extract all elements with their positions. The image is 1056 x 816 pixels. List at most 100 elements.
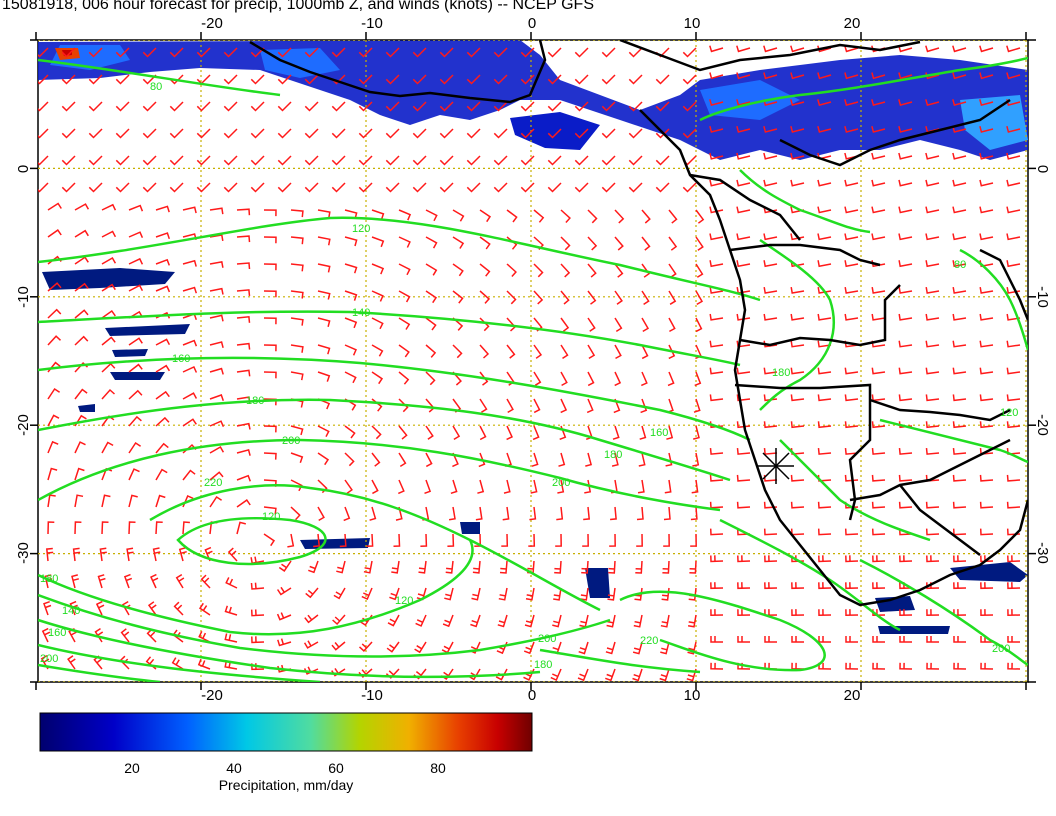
wind-barb [664, 479, 672, 494]
wind-barb [412, 155, 427, 166]
wind-barb [844, 528, 859, 536]
wind-barb [97, 574, 106, 589]
wind-barb [317, 479, 328, 494]
wind-barb [587, 263, 597, 278]
wind-barb [845, 636, 858, 643]
wind-barb [209, 261, 224, 268]
wind-barb [425, 371, 436, 386]
wind-barb [128, 415, 142, 427]
wind-barb [358, 668, 373, 678]
wind-barb [344, 317, 358, 329]
wind-barb [581, 560, 589, 574]
wind-barb [531, 452, 539, 467]
wind-barb [333, 587, 346, 600]
wind-barb [844, 286, 859, 294]
wind-barb [74, 388, 88, 400]
wind-barb [344, 344, 357, 356]
wind-barb [308, 560, 319, 574]
wind-barb [304, 101, 319, 112]
wind-barb [636, 533, 643, 547]
wind-barb [182, 392, 198, 400]
wind-barb [635, 560, 643, 574]
wind-barb [710, 555, 724, 563]
wind-barb [466, 47, 481, 58]
wind-barb [317, 425, 330, 438]
wind-barb [709, 340, 724, 348]
wind-barb [1006, 72, 1021, 80]
wind-barb [371, 425, 382, 440]
wind-barb [695, 236, 704, 251]
wind-barb [668, 263, 677, 278]
wind-barb [763, 72, 778, 80]
wind-barb [979, 313, 994, 321]
wind-barb [331, 667, 346, 677]
wind-barb [587, 371, 595, 387]
wind-barb [196, 155, 211, 166]
wind-barb [88, 182, 103, 193]
wind-barb [790, 340, 805, 348]
wind-barb [398, 209, 412, 221]
wind-barb [818, 582, 832, 590]
wind-barb [425, 236, 438, 249]
wind-barb [520, 182, 535, 193]
wind-barb [169, 155, 184, 166]
wind-barb [533, 290, 544, 305]
wind-barb [817, 45, 832, 53]
wind-barb [668, 290, 677, 305]
wind-barb [61, 128, 76, 139]
contour-label: 180 [772, 367, 790, 379]
wind-barb [385, 668, 400, 679]
wind-barb [639, 425, 647, 440]
wind-barb [614, 317, 623, 333]
wind-barb [1007, 636, 1020, 643]
wind-barb [791, 582, 805, 590]
wind-barb [209, 420, 225, 427]
wind-barb [331, 182, 346, 193]
wind-barb [47, 440, 59, 454]
wind-barb [574, 182, 589, 193]
wind-barb [236, 448, 251, 456]
wind-barb [290, 344, 304, 353]
wind-barb [605, 641, 616, 655]
wind-barb [304, 47, 319, 58]
wind-barb [101, 283, 116, 292]
wind-barb [358, 74, 373, 85]
wind-barb [1007, 609, 1021, 616]
wind-barb [790, 99, 805, 107]
wind-barb [790, 152, 805, 160]
wind-barb [200, 574, 211, 589]
wind-barb [412, 74, 427, 85]
wind-barb [817, 206, 832, 214]
contour-label: 80 [150, 81, 162, 93]
wind-barb [952, 126, 967, 133]
wind-barb [303, 640, 319, 649]
wind-barb [263, 209, 277, 217]
wind-barb [198, 602, 211, 616]
wind-barb [358, 101, 373, 112]
wind-barb [638, 452, 646, 467]
wind-barb [844, 99, 859, 107]
wind-barb [952, 448, 967, 455]
wind-barb [61, 74, 76, 85]
wind-barb [263, 236, 277, 244]
wind-barb [736, 313, 751, 321]
wind-barb [479, 317, 490, 332]
wind-barb [47, 387, 61, 400]
wind-barb [466, 182, 481, 193]
contour-label: 220 [204, 477, 222, 489]
wind-barb [640, 398, 648, 414]
wind-barb [655, 74, 670, 85]
wind-barb [601, 128, 616, 139]
wind-barb [979, 126, 994, 133]
wind-barb [709, 99, 724, 107]
wind-barb [574, 101, 589, 112]
wind-barb [398, 479, 405, 495]
wind-barb [250, 74, 265, 85]
wind-barb [224, 633, 238, 643]
wind-barb [926, 555, 940, 563]
wind-barb [128, 284, 144, 292]
wind-barb [115, 74, 130, 85]
wind-barb [817, 313, 832, 321]
wind-barb [690, 506, 698, 521]
wind-barb [560, 263, 571, 278]
